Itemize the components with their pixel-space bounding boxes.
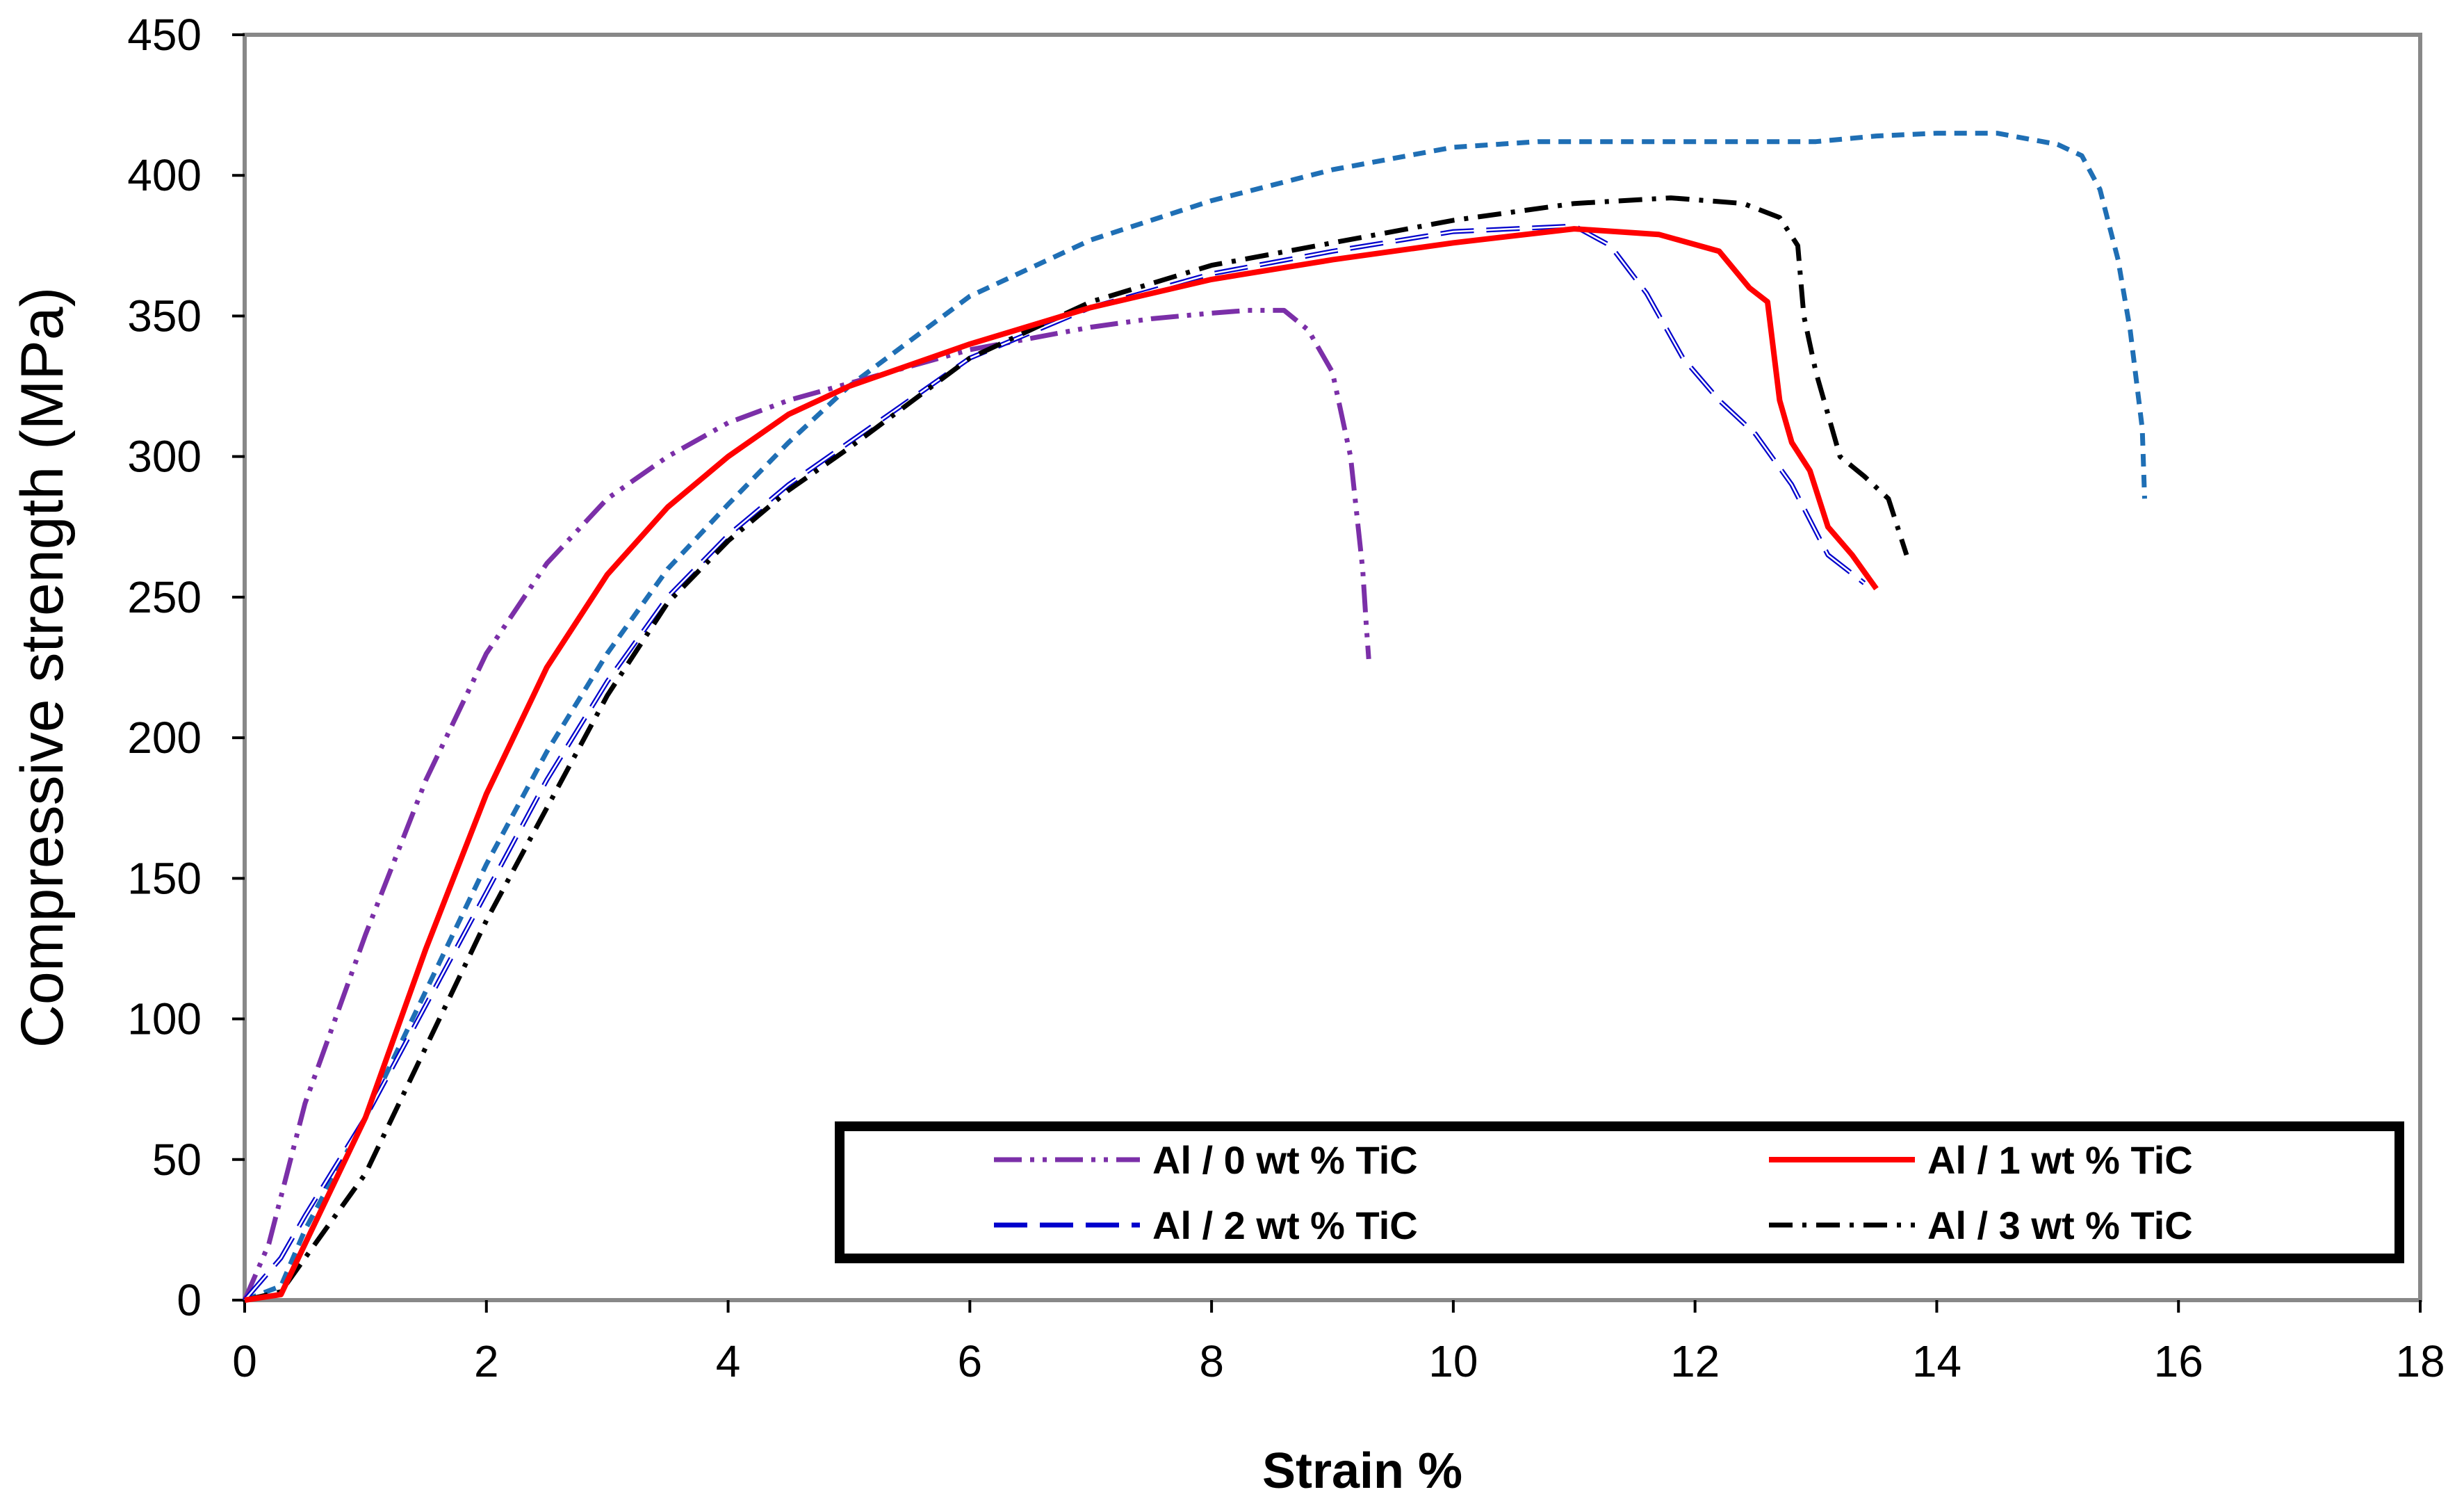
y-tick-label: 50 <box>152 1135 202 1185</box>
series-line-1 <box>244 226 1879 1303</box>
legend-box <box>835 1121 2404 1263</box>
series-line-2-inner <box>244 225 1865 1301</box>
y-tick-label: 300 <box>127 432 202 482</box>
legend-label-0: Al / 0 wt % TiC <box>1152 1138 1418 1182</box>
x-axis: 0 2 4 6 8 10 12 14 16 18 <box>232 1300 2445 1386</box>
x-tick-label: 18 <box>2395 1336 2445 1386</box>
legend: Al / 0 wt % TiC Al / 1 wt % TiC Al / 2 wt … <box>835 1121 2404 1263</box>
y-tick-label: 0 <box>177 1275 202 1325</box>
x-tick-label: 4 <box>716 1336 741 1386</box>
series-layer <box>242 131 2147 1303</box>
x-tick-label: 0 <box>232 1336 257 1386</box>
x-tick-label: 8 <box>1199 1336 1224 1386</box>
series-line-4 <box>243 131 2147 1303</box>
legend-label-3: Al / 3 wt % TiC <box>1927 1203 2193 1247</box>
series-line-3 <box>244 195 1909 1303</box>
y-tick-label: 450 <box>127 10 202 60</box>
y-axis: 0 50 100 150 200 250 300 350 400 450 <box>127 10 245 1325</box>
x-tick-label: 12 <box>1670 1336 1720 1386</box>
y-tick-label: 100 <box>127 994 202 1044</box>
x-tick-label: 6 <box>958 1336 983 1386</box>
x-tick-label: 2 <box>474 1336 499 1386</box>
legend-label-2: Al / 2 wt % TiC <box>1152 1203 1418 1247</box>
y-tick-label: 350 <box>127 291 202 341</box>
y-tick-label: 200 <box>127 713 202 763</box>
y-tick-label: 150 <box>127 853 202 903</box>
x-tick-label: 16 <box>2154 1336 2203 1386</box>
y-tick-label: 400 <box>127 150 202 200</box>
y-tick-label: 250 <box>127 572 202 622</box>
legend-label-1: Al / 1 wt % TiC <box>1927 1138 2193 1182</box>
x-axis-title: Strain % <box>1262 1443 1462 1499</box>
x-tick-label: 10 <box>1428 1336 1478 1386</box>
y-axis-title: Compressive strength (MPa) <box>9 287 76 1048</box>
plot-area <box>243 33 2422 1302</box>
series-line-0 <box>242 307 1371 1302</box>
x-tick-label: 14 <box>1912 1336 1961 1386</box>
